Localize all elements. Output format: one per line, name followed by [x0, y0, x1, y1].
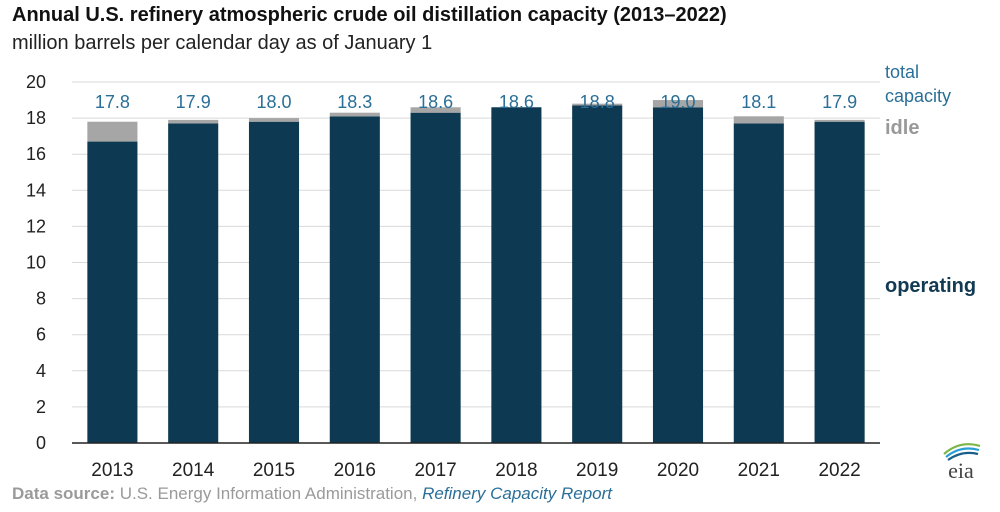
bar-operating-2017: [410, 112, 461, 443]
legend-operating: operating: [885, 275, 977, 297]
y-tick-label: 4: [36, 361, 46, 381]
total-capacity-label: 19.0: [660, 92, 695, 112]
axes: 0 2 4 6 8 10 12 14 16 18 20 2013 2014 2015 2016 2017 201…: [26, 72, 880, 481]
legend-idle: idle: [885, 117, 920, 139]
y-tick-label: 8: [36, 289, 46, 309]
y-tick-label: 20: [26, 72, 46, 92]
x-tick-label: 2013: [91, 460, 133, 481]
bar-operating-2013: [87, 141, 138, 443]
y-tick-label: 10: [26, 253, 46, 273]
total-capacity-label: 18.8: [580, 92, 615, 112]
total-capacity-label: 18.6: [418, 92, 453, 112]
total-capacity-label: 17.8: [95, 92, 130, 112]
y-tick-label: 6: [36, 325, 46, 345]
x-tick-label: 2020: [657, 460, 699, 481]
y-tick-label: 2: [36, 397, 46, 417]
bar-idle-2017: [410, 107, 461, 113]
bar-operating-2018: [491, 107, 542, 444]
bar-operating-2014: [168, 123, 219, 443]
source-report: Refinery Capacity Report: [422, 484, 612, 503]
x-tick-label: 2021: [738, 460, 780, 481]
total-capacity-label: 18.6: [499, 92, 534, 112]
total-capacity-label: 17.9: [176, 92, 211, 112]
x-tick-label: 2019: [576, 460, 618, 481]
data-labels: 17.8 17.9 18.0 18.3 18.6 18.6 18.8 19.0 18.1 17.9: [95, 92, 857, 112]
bar-idle-2022: [814, 119, 865, 122]
bar-operating-2016: [329, 116, 380, 444]
bar-operating-2022: [814, 121, 865, 444]
x-tick-label: 2022: [818, 460, 860, 481]
bar-idle-2013: [87, 121, 138, 142]
chart-subtitle: million barrels per calendar day as of J…: [12, 32, 433, 54]
legend-total-line2: capacity: [885, 86, 952, 106]
y-tick-label: 12: [26, 216, 46, 236]
x-tick-label: 2014: [172, 460, 215, 481]
legend-total-line1: total: [885, 62, 920, 82]
bar-operating-2015: [248, 121, 300, 444]
bar-operating-2021: [733, 123, 784, 443]
x-tick-label: 2017: [414, 460, 456, 481]
bar-idle-2015: [248, 118, 300, 122]
x-tick-label: 2018: [495, 460, 537, 481]
total-capacity-label: 18.1: [741, 92, 776, 112]
bar-idle-2021: [733, 116, 784, 124]
y-tick-label: 18: [26, 108, 46, 128]
x-tick-label: 2016: [334, 460, 376, 481]
y-tick-label: 14: [26, 180, 46, 200]
x-tick-label: 2015: [253, 460, 295, 481]
bars: [87, 100, 865, 444]
bar-idle-2020: [652, 100, 704, 108]
total-capacity-label: 17.9: [822, 92, 857, 112]
total-capacity-label: 18.0: [256, 92, 291, 112]
y-tick-label: 0: [36, 433, 46, 453]
data-source: Data source: U.S. Energy Information Adm…: [12, 484, 612, 504]
chart-title: Annual U.S. refinery atmospheric crude o…: [12, 4, 727, 26]
total-capacity-label: 18.3: [337, 92, 372, 112]
bar-idle-2014: [168, 119, 219, 124]
svg-text:eia: eia: [948, 458, 974, 482]
bar-idle-2019: [572, 103, 623, 106]
source-label: Data source:: [12, 484, 115, 503]
eia-logo-icon: eia: [943, 443, 981, 482]
legend-total-capacity: total capacity: [885, 60, 951, 108]
bar-operating-2019: [572, 105, 623, 443]
bar-operating-2020: [652, 107, 704, 444]
y-tick-label: 16: [26, 144, 46, 164]
bar-idle-2016: [329, 112, 380, 117]
source-text: U.S. Energy Information Administration,: [114, 484, 423, 503]
